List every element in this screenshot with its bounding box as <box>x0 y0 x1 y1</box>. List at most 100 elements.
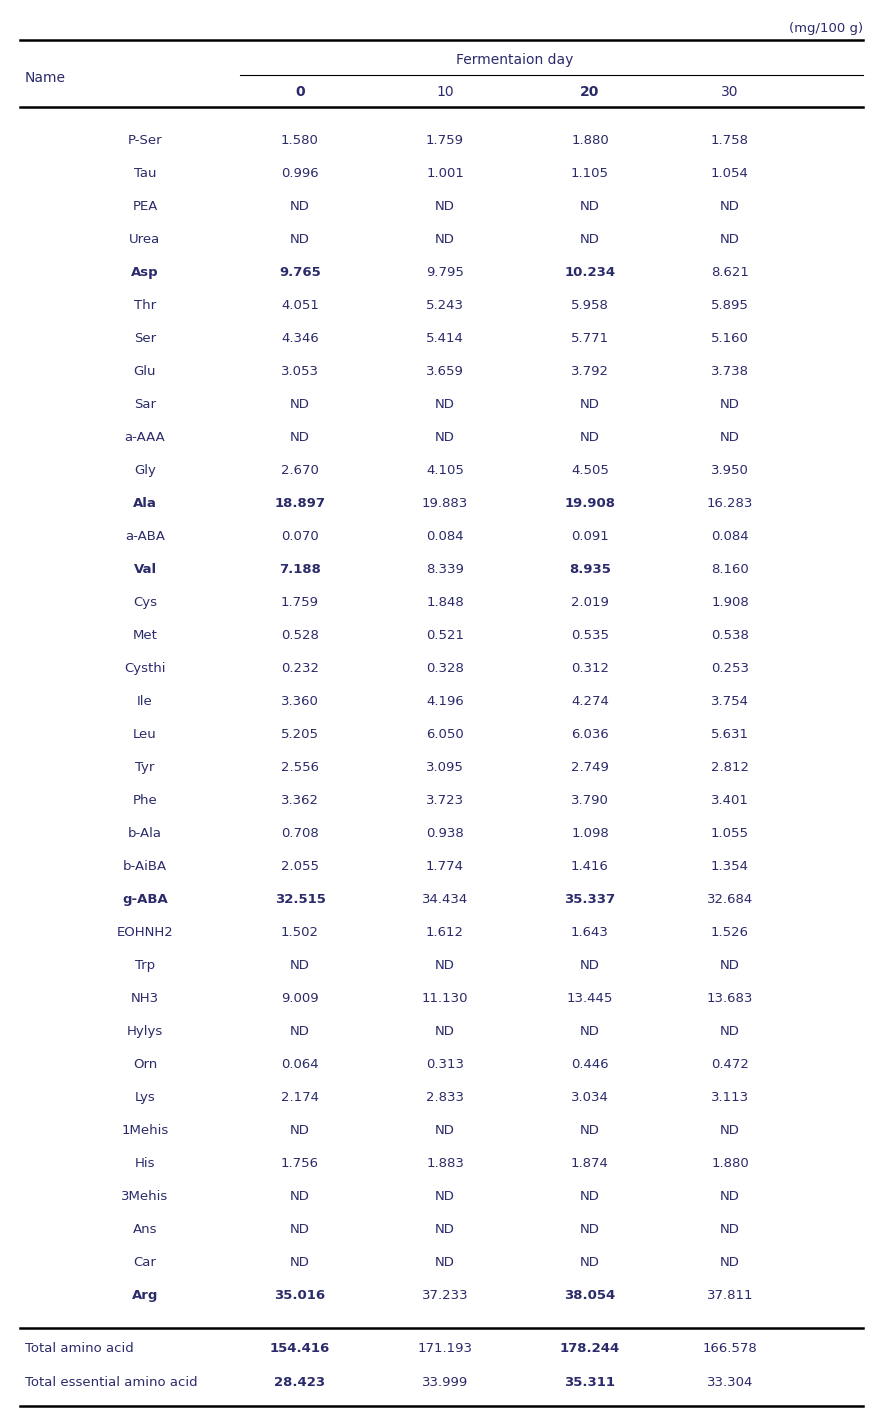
Text: a-ABA: a-ABA <box>125 530 165 542</box>
Text: 37.811: 37.811 <box>706 1289 753 1301</box>
Text: ND: ND <box>720 398 740 411</box>
Text: Arg: Arg <box>132 1289 158 1301</box>
Text: ND: ND <box>435 200 455 212</box>
Text: 19.908: 19.908 <box>564 497 615 510</box>
Text: Lys: Lys <box>134 1090 155 1104</box>
Text: 10.234: 10.234 <box>564 266 615 279</box>
Text: 35.337: 35.337 <box>564 893 615 906</box>
Text: 1.759: 1.759 <box>281 596 319 609</box>
Text: 9.009: 9.009 <box>281 993 319 1005</box>
Text: 1.883: 1.883 <box>426 1157 464 1170</box>
Text: 5.414: 5.414 <box>426 331 464 346</box>
Text: 4.274: 4.274 <box>571 695 609 708</box>
Text: 32.515: 32.515 <box>275 893 326 906</box>
Text: 8.160: 8.160 <box>711 564 749 576</box>
Text: ND: ND <box>290 398 310 411</box>
Text: 2.556: 2.556 <box>281 760 319 775</box>
Text: ND: ND <box>720 430 740 445</box>
Text: 0.312: 0.312 <box>571 663 609 675</box>
Text: 0.084: 0.084 <box>711 530 749 542</box>
Text: ND: ND <box>290 1223 310 1236</box>
Text: ND: ND <box>435 398 455 411</box>
Text: ND: ND <box>580 1256 600 1269</box>
Text: 3.113: 3.113 <box>711 1090 749 1104</box>
Text: 2.833: 2.833 <box>426 1090 464 1104</box>
Text: 3.754: 3.754 <box>711 695 749 708</box>
Text: ND: ND <box>580 200 600 212</box>
Text: 13.445: 13.445 <box>567 993 613 1005</box>
Text: Tyr: Tyr <box>135 760 155 775</box>
Text: ND: ND <box>580 398 600 411</box>
Text: 38.054: 38.054 <box>564 1289 615 1301</box>
Text: ND: ND <box>720 1025 740 1038</box>
Text: 13.683: 13.683 <box>706 993 753 1005</box>
Text: 0.084: 0.084 <box>426 530 464 542</box>
Text: Ser: Ser <box>134 331 156 346</box>
Text: ND: ND <box>720 1223 740 1236</box>
Text: 166.578: 166.578 <box>703 1342 758 1355</box>
Text: ND: ND <box>580 1223 600 1236</box>
Text: 0.538: 0.538 <box>711 629 749 641</box>
Text: 0.521: 0.521 <box>426 629 464 641</box>
Text: 3.095: 3.095 <box>426 760 464 775</box>
Text: 30: 30 <box>721 85 739 99</box>
Text: 4.505: 4.505 <box>571 464 609 477</box>
Text: 3.362: 3.362 <box>281 794 319 807</box>
Text: 0.253: 0.253 <box>711 663 749 675</box>
Text: 0.996: 0.996 <box>281 167 319 180</box>
Text: 33.999: 33.999 <box>422 1376 468 1389</box>
Text: Fermentaion day: Fermentaion day <box>457 52 574 67</box>
Text: 8.339: 8.339 <box>426 564 464 576</box>
Text: 0.938: 0.938 <box>426 827 464 840</box>
Text: 1.756: 1.756 <box>281 1157 319 1170</box>
Text: 5.243: 5.243 <box>426 299 464 312</box>
Text: 0.328: 0.328 <box>426 663 464 675</box>
Text: 8.621: 8.621 <box>711 266 749 279</box>
Text: 32.684: 32.684 <box>707 893 753 906</box>
Text: 171.193: 171.193 <box>418 1342 472 1355</box>
Text: Car: Car <box>133 1256 156 1269</box>
Text: 2.749: 2.749 <box>571 760 609 775</box>
Text: ND: ND <box>435 1025 455 1038</box>
Text: 1.759: 1.759 <box>426 135 464 147</box>
Text: 1.580: 1.580 <box>281 135 319 147</box>
Text: Met: Met <box>132 629 157 641</box>
Text: 3Mehis: 3Mehis <box>121 1189 169 1204</box>
Text: 20: 20 <box>580 85 600 99</box>
Text: 1.643: 1.643 <box>571 926 609 939</box>
Text: Name: Name <box>25 71 66 85</box>
Text: 0: 0 <box>295 85 305 99</box>
Text: ND: ND <box>290 1025 310 1038</box>
Text: 178.244: 178.244 <box>560 1342 620 1355</box>
Text: 1.416: 1.416 <box>571 860 609 874</box>
Text: 9.795: 9.795 <box>426 266 464 279</box>
Text: 1.055: 1.055 <box>711 827 749 840</box>
Text: 1.908: 1.908 <box>711 596 749 609</box>
Text: 0.232: 0.232 <box>281 663 319 675</box>
Text: ND: ND <box>720 200 740 212</box>
Text: 28.423: 28.423 <box>275 1376 326 1389</box>
Text: ND: ND <box>720 959 740 971</box>
Text: PEA: PEA <box>132 200 158 212</box>
Text: 3.790: 3.790 <box>571 794 609 807</box>
Text: 18.897: 18.897 <box>275 497 326 510</box>
Text: 1.526: 1.526 <box>711 926 749 939</box>
Text: 4.051: 4.051 <box>281 299 319 312</box>
Text: 1.880: 1.880 <box>711 1157 749 1170</box>
Text: 1.848: 1.848 <box>426 596 464 609</box>
Text: ND: ND <box>290 200 310 212</box>
Text: 1.105: 1.105 <box>571 167 609 180</box>
Text: 1.502: 1.502 <box>281 926 319 939</box>
Text: Ala: Ala <box>133 497 157 510</box>
Text: 0.472: 0.472 <box>711 1058 749 1070</box>
Text: 3.792: 3.792 <box>571 365 609 378</box>
Text: 0.446: 0.446 <box>571 1058 608 1070</box>
Text: Cysthi: Cysthi <box>125 663 166 675</box>
Text: Total amino acid: Total amino acid <box>25 1342 133 1355</box>
Text: 0.528: 0.528 <box>281 629 319 641</box>
Text: 3.360: 3.360 <box>281 695 319 708</box>
Text: ND: ND <box>290 1189 310 1204</box>
Text: 3.401: 3.401 <box>711 794 749 807</box>
Text: 3.723: 3.723 <box>426 794 464 807</box>
Text: Orn: Orn <box>132 1058 157 1070</box>
